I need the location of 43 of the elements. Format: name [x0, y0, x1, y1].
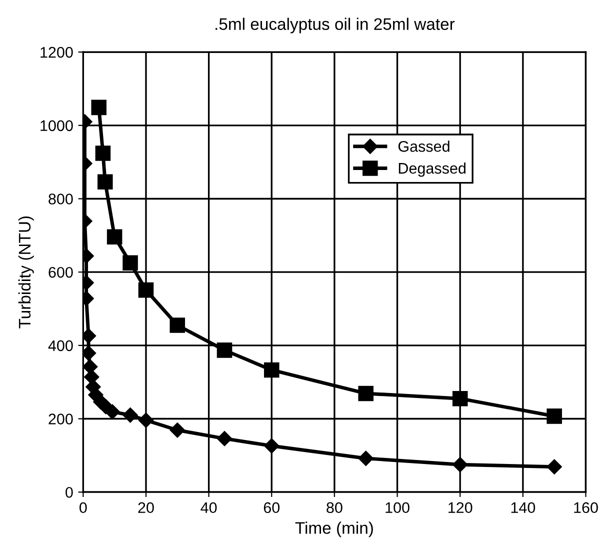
point [546, 459, 562, 474]
x-tick-label: 100 [386, 502, 410, 514]
point [216, 430, 232, 446]
x-tick-label: 40 [200, 502, 217, 514]
point [170, 422, 185, 438]
x-tick-label: 140 [511, 502, 536, 514]
x-tick-label: 60 [264, 502, 280, 514]
point [138, 282, 154, 298]
x-tick-label: 160 [574, 502, 598, 514]
y-tick-label: 600 [48, 266, 73, 278]
point [122, 255, 138, 271]
point [216, 342, 232, 358]
point [358, 450, 374, 466]
x-tick-label: 80 [326, 502, 342, 514]
y-tick-label: 400 [48, 340, 73, 352]
point [91, 100, 107, 116]
point [452, 457, 468, 472]
point [264, 438, 280, 454]
point [358, 386, 374, 402]
point [138, 412, 154, 428]
y-tick-label: 200 [48, 414, 73, 424]
point [170, 318, 186, 333]
point [106, 229, 122, 245]
point [452, 390, 468, 406]
x-tick-label: 0 [80, 502, 87, 514]
point [95, 146, 111, 161]
point [104, 404, 120, 420]
point [264, 362, 280, 378]
point [122, 408, 138, 423]
point [546, 408, 562, 424]
legend-label: Gassed [398, 140, 450, 152]
point [98, 174, 113, 190]
x-tick-label: 20 [138, 502, 154, 514]
legend-label: Degassed [398, 162, 466, 177]
chart-title: .5ml eucalyptus oil in 25ml water [216, 18, 455, 34]
y-tick-label: 1200 [40, 46, 73, 58]
y-tick-label: 1000 [40, 120, 73, 132]
x-axis-title: Time (min) [295, 522, 373, 538]
x-tick-label: 120 [448, 502, 472, 514]
y-axis-title: Turbidity (NTU) [18, 216, 34, 328]
y-tick-label: 800 [48, 194, 73, 204]
point [83, 359, 98, 374]
y-tick-label: 0 [66, 486, 73, 498]
